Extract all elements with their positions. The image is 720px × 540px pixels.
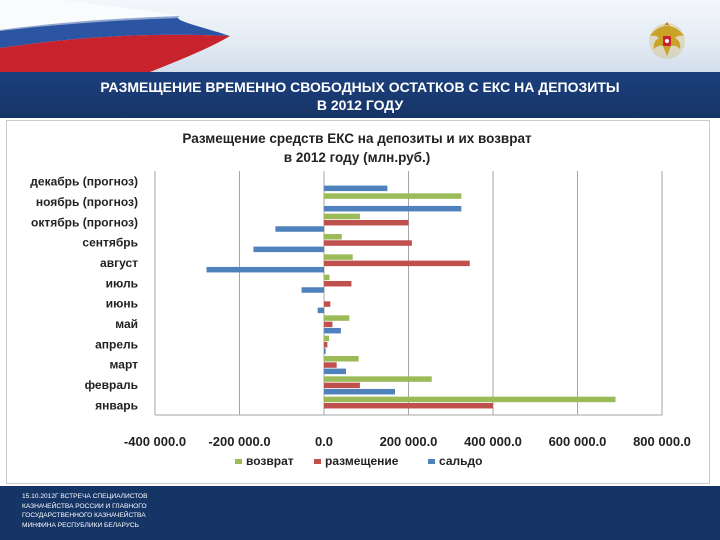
category-label: октябрь (прогноз): [31, 215, 138, 229]
category-labels: январь февраль март апрель май июнь июль август…: [30, 175, 138, 413]
bar-размещение: [324, 321, 333, 328]
bar-сальдо: [317, 307, 324, 314]
legend-label: сальдо: [439, 454, 482, 468]
bar-сальдо: [253, 246, 324, 253]
category-label: январь: [95, 398, 138, 412]
category-label: июль: [106, 276, 138, 290]
bar-сальдо: [324, 388, 395, 395]
bar-размещение: [324, 341, 328, 348]
bar-сальдо: [324, 205, 462, 212]
footer-line: КАЗНАЧЕЙСТВА РОССИИ И ГЛАВНОГО: [22, 502, 147, 510]
bar-размещение: [324, 382, 360, 389]
header-band: [0, 0, 720, 72]
category-label: июнь: [106, 297, 138, 311]
bar-возврат: [324, 213, 360, 220]
bar-размещение: [324, 240, 412, 246]
category-label: сентябрь: [82, 236, 138, 250]
bar-размещение: [324, 362, 337, 368]
russian-flag-wave: [0, 0, 230, 72]
footer-line: МИНФИНА РЕСПУБЛИКИ БЕЛАРУСЬ: [22, 521, 140, 529]
bar-сальдо: [324, 348, 326, 354]
bar-возврат: [324, 315, 350, 321]
category-label: ноябрь (прогноз): [36, 195, 138, 209]
legend: возврат размещение сальдо: [235, 454, 482, 468]
category-label: февраль: [85, 378, 138, 392]
legend-swatch-размещение: [314, 459, 321, 464]
category-label: август: [100, 256, 138, 270]
chart-title-line2: в 2012 году (млн.руб.): [284, 150, 430, 165]
bar-сальдо: [324, 368, 346, 375]
footer-line: ГОСУДАРСТВЕННОГО КАЗНАЧЕЙСТВА: [22, 512, 146, 520]
bar-размещение: [324, 301, 331, 307]
x-tick-label: -200 000.0: [208, 434, 270, 449]
legend-swatch-возврат: [235, 459, 242, 464]
x-tick-label: 800 000.0: [633, 434, 691, 449]
x-tick-label: 400 000.0: [464, 434, 522, 449]
x-tick-label: 600 000.0: [549, 434, 607, 449]
chart-title-line1: Размещение средств ЕКС на депозиты и их …: [182, 131, 532, 146]
category-label: май: [115, 317, 138, 331]
bar-возврат: [324, 396, 616, 403]
category-label: март: [110, 358, 139, 372]
bar-возврат: [324, 274, 330, 281]
category-label: апрель: [95, 337, 138, 351]
x-tick-label: 200 000.0: [380, 434, 438, 449]
legend-swatch-сальдо: [428, 459, 435, 464]
bar-размещение: [324, 219, 409, 226]
bar-возврат: [324, 254, 353, 260]
bar-сальдо: [324, 185, 388, 192]
chart-panel: Размещение средств ЕКС на депозиты и их …: [6, 120, 710, 484]
bar-возврат: [324, 193, 462, 199]
legend-label: размещение: [325, 454, 399, 468]
bar-возврат: [324, 356, 359, 362]
bar-размещение: [324, 280, 352, 287]
bar-возврат: [324, 234, 342, 240]
double-headed-eagle-icon: [649, 22, 685, 59]
legend-label: возврат: [246, 454, 294, 468]
x-tick-label: 0.0: [315, 434, 333, 449]
slide-title-line1: РАЗМЕЩЕНИЕ ВРЕМЕННО СВОБОДНЫХ ОСТАТКОВ С…: [100, 79, 620, 95]
bars: [206, 185, 616, 409]
x-tick-label: -400 000.0: [124, 434, 186, 449]
bar-размещение: [324, 260, 470, 267]
bar-сальдо: [206, 266, 324, 273]
slide-title-band: РАЗМЕЩЕНИЕ ВРЕМЕННО СВОБОДНЫХ ОСТАТКОВ С…: [0, 72, 720, 118]
x-tick-labels: -400 000.0 -200 000.0 0.0 200 000.0 400 000.…: [124, 434, 691, 449]
bar-размещение: [324, 402, 493, 409]
bar-chart: Размещение средств ЕКС на депозиты и их …: [30, 131, 691, 468]
bar-сальдо: [275, 226, 324, 232]
category-label: декабрь (прогноз): [30, 175, 138, 189]
bar-возврат: [324, 376, 432, 382]
bar-возврат: [324, 335, 330, 342]
bar-сальдо: [324, 327, 341, 334]
grid-lines: [154, 171, 663, 416]
bar-сальдо: [301, 287, 324, 293]
slide-title-line2: В 2012 ГОДУ: [316, 97, 404, 113]
